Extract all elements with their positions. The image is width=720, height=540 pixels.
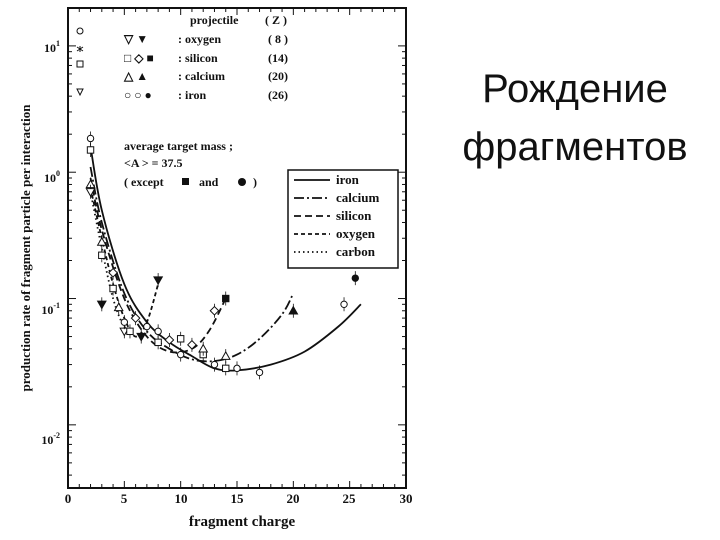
x-tick-0: 0 <box>65 491 72 506</box>
legend-label-oxygen: oxygen <box>336 226 376 241</box>
marker-square-open <box>222 364 230 373</box>
marker-square-open <box>126 327 134 336</box>
annotation-line3b: and <box>199 175 219 189</box>
legend-symbols-oxygen: ▽ ▼ <box>123 32 148 46</box>
curve-silicon <box>89 177 227 354</box>
legend-z-silicon: (14) <box>268 51 288 65</box>
legend-z-oxygen: ( 8 ) <box>268 32 288 46</box>
x-tick-15: 15 <box>231 491 245 506</box>
marker-circle-open <box>143 322 151 331</box>
legend-name-silicon: : silicon <box>178 51 218 65</box>
marker-square-open <box>98 251 106 259</box>
legend-z-iron: (26) <box>268 88 288 102</box>
marker-tri-down-open <box>85 188 96 197</box>
marker-circle-open <box>210 360 219 369</box>
curve-calcium <box>89 166 295 363</box>
marker-tri-down-filled <box>96 300 107 310</box>
marker-tri-up-open <box>220 350 231 360</box>
y-tick-labels: 101 100 10-1 10-2 <box>41 39 60 447</box>
y-axis-label: production rate of fragment particle per… <box>18 104 33 392</box>
marker-square-open <box>154 338 162 347</box>
line-legend: iron calcium silicon oxygen carbon <box>287 169 399 269</box>
marker-circle-open <box>233 364 241 373</box>
marker-square-filled <box>222 294 230 303</box>
legend-label-carbon: carbon <box>336 244 376 259</box>
marker-circle-open <box>120 318 129 326</box>
filled-circle-icon <box>238 178 246 186</box>
data-markers <box>85 131 359 380</box>
annotation-line2: <A > = 37.5 <box>124 156 183 170</box>
legend-symbols-silicon: □ ◇ ■ <box>124 51 154 65</box>
x-tick-30: 30 <box>400 491 413 506</box>
margin-star-icon <box>76 46 84 52</box>
marker-circle-filled <box>351 274 359 282</box>
margin-symbols <box>76 27 84 97</box>
x-tick-20: 20 <box>287 491 300 506</box>
margin-square-icon <box>76 60 84 68</box>
y-tick-10e-1: 10-1 <box>41 301 60 317</box>
marker-tri-down-filled <box>153 276 164 286</box>
marker-circle-open <box>154 327 162 336</box>
marker-diamond-open <box>209 305 220 316</box>
projectile-legend: projectile ( Z ) ▽ ▼ : oxygen ( 8 ) □ ◇ … <box>123 13 288 102</box>
legend-z-calcium: (20) <box>268 69 288 83</box>
filled-square-icon <box>182 178 189 185</box>
legend-label-calcium: calcium <box>336 190 379 205</box>
x-tick-25: 25 <box>343 491 357 506</box>
legend-symbols-iron: ○ ○ ● <box>124 88 152 102</box>
x-tick-10: 10 <box>175 491 188 506</box>
physics-figure: production rate of fragment particle per… <box>18 7 413 530</box>
margin-triangle-icon <box>76 88 84 97</box>
legend-name-iron: : iron <box>178 88 206 102</box>
marker-tri-up-open <box>113 302 124 312</box>
marker-circle-open <box>340 300 348 309</box>
marker-diamond-open <box>130 313 141 324</box>
axis-ticks <box>67 8 407 488</box>
slide-title: Рождение фрагментов <box>430 60 720 176</box>
x-tick-5: 5 <box>121 491 128 506</box>
annotation-line1: average target mass ; <box>124 139 233 153</box>
annotation-line3a: ( except <box>124 175 164 189</box>
line-legend-entries: iron calcium silicon oxygen carbon <box>294 172 379 259</box>
line-legend-box <box>287 169 399 269</box>
legend-label-silicon: silicon <box>336 208 372 223</box>
marker-tri-up-open <box>198 343 209 353</box>
y-tick-10e0: 100 <box>44 169 60 185</box>
annotation: average target mass ; <A > = 37.5 ( exce… <box>124 139 257 189</box>
legend-symbols-calcium: △ ▲ <box>123 69 148 83</box>
x-tick-labels: 0 5 10 15 20 25 30 <box>65 491 413 506</box>
legend-header-z: ( Z ) <box>265 13 287 27</box>
marker-circle-open <box>176 350 185 359</box>
annotation-line3c: ) <box>253 175 257 189</box>
slide-title-line1: Рождение <box>482 67 668 111</box>
legend-header-projectile: projectile <box>190 13 239 27</box>
margin-circle-icon <box>76 27 84 35</box>
marker-circle-open <box>86 134 95 143</box>
marker-square-open <box>176 335 185 343</box>
marker-diamond-open <box>108 267 118 278</box>
slide-title-line2: фрагментов <box>462 125 688 169</box>
marker-tri-up-open <box>96 236 107 246</box>
marker-square-open <box>86 146 95 154</box>
legend-name-oxygen: : oxygen <box>178 32 221 46</box>
marker-diamond-open <box>164 335 175 345</box>
y-tick-10e-2: 10-2 <box>41 431 60 447</box>
curve-oxygen <box>89 187 159 338</box>
marker-square-open <box>109 284 117 293</box>
marker-tri-down-filled <box>136 332 147 342</box>
marker-circle-open <box>255 368 264 377</box>
legend-label-iron: iron <box>336 172 360 187</box>
legend-name-calcium: : calcium <box>178 69 225 83</box>
marker-diamond-open <box>187 339 197 350</box>
y-tick-10e1: 101 <box>44 39 60 55</box>
x-axis-label: fragment charge <box>189 514 296 530</box>
marker-tri-up-filled <box>288 305 299 315</box>
